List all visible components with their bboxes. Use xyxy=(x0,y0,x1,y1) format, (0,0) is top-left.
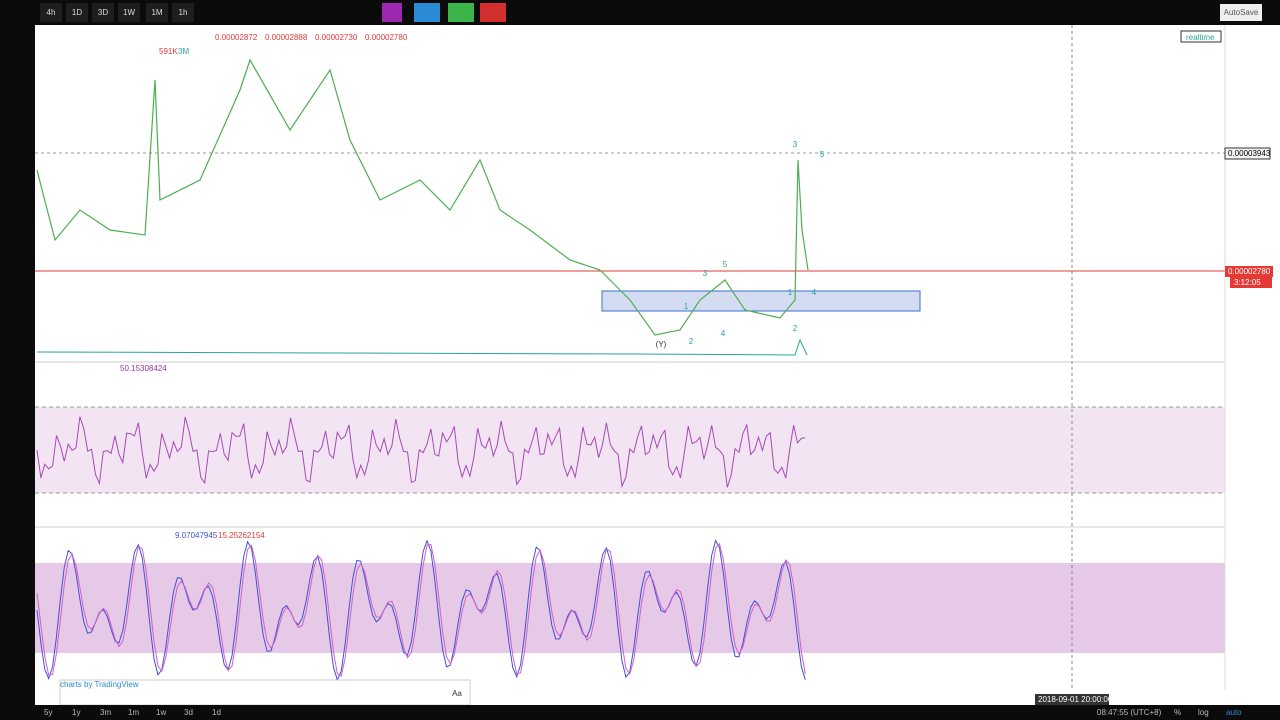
price-label: 0.00002780 xyxy=(1228,267,1271,276)
autosave-button[interactable]: AutoSave xyxy=(1220,4,1262,21)
scale-option[interactable]: auto xyxy=(1226,708,1242,717)
wave-label: 5 xyxy=(820,150,825,159)
scale-option[interactable]: log xyxy=(1198,708,1209,717)
top-toolbar xyxy=(0,0,1280,25)
date-label-bg xyxy=(1035,694,1109,705)
zone-box xyxy=(601,290,921,312)
range-button[interactable]: 3d xyxy=(184,708,193,717)
interval-button[interactable]: 1h xyxy=(172,3,194,22)
ohlc-value: 0.00002872 xyxy=(215,33,258,42)
interval-button[interactable]: 4h xyxy=(40,3,62,22)
text-tool: Aa xyxy=(452,689,462,698)
price-tag xyxy=(1225,266,1273,277)
rsi-value: 50.15308424 xyxy=(120,364,167,373)
wave-label: 4 xyxy=(812,288,817,297)
wave-label: 3 xyxy=(703,269,708,278)
date-label: 2018-09-01 20:00:00 xyxy=(1038,695,1113,704)
wave-label: 3 xyxy=(793,140,798,149)
range-button[interactable]: 1m xyxy=(128,708,140,717)
sell-button[interactable] xyxy=(480,3,506,22)
range-button[interactable]: 5y xyxy=(44,708,53,717)
rsi-series xyxy=(36,416,806,488)
bottom-bar xyxy=(0,705,1280,720)
ohlc-value: 0.00002888 xyxy=(265,33,308,42)
realtime-box[interactable] xyxy=(1180,30,1222,43)
price-series xyxy=(36,58,809,336)
clock: 08:47:55 (UTC+8) xyxy=(1097,708,1162,717)
app-button[interactable] xyxy=(382,3,402,22)
volume-value: 591K xyxy=(159,47,178,56)
scale-option[interactable]: % xyxy=(1174,708,1182,717)
wave-label: 2 xyxy=(689,337,694,346)
interval-button[interactable]: 1W xyxy=(118,3,140,22)
wave-label: 2 xyxy=(793,324,798,333)
timer-tag xyxy=(1230,277,1272,288)
watermark: charts by TradingView xyxy=(60,680,139,689)
wave-label: 5 xyxy=(723,260,728,269)
buy-button[interactable] xyxy=(448,3,474,22)
ohlc-value: 0.00002780 xyxy=(365,33,408,42)
timer-label: 3:12:05 xyxy=(1234,278,1261,287)
volume-series xyxy=(36,338,808,356)
left-toolbar xyxy=(0,25,35,705)
drawing-toolbar xyxy=(59,679,471,705)
price-tag xyxy=(1224,147,1271,160)
chart-area: 0.00002872 0.00002888 0.00002730 0.00002780… xyxy=(35,25,1280,705)
stoch-k-series xyxy=(36,539,806,682)
range-button[interactable]: 1d xyxy=(212,708,221,717)
wave-label: 1 xyxy=(684,302,689,311)
wave-label: 1 xyxy=(788,288,793,297)
publish-button[interactable] xyxy=(414,3,440,22)
interval-button[interactable]: 1M xyxy=(146,3,168,22)
ohlc-value: 0.00002730 xyxy=(315,33,358,42)
stoch-k-value: 9.07047945 xyxy=(175,531,218,540)
realtime-label: realtime xyxy=(1186,33,1215,42)
interval-button[interactable]: 3D xyxy=(92,3,114,22)
price-label: 0.00003943 xyxy=(1228,149,1271,158)
interval-button[interactable]: 1D xyxy=(66,3,88,22)
range-button[interactable]: 1y xyxy=(72,708,81,717)
stoch-band xyxy=(35,563,1225,653)
volume-ma: 3M xyxy=(178,47,189,56)
wave-label: (Y) xyxy=(656,340,667,349)
stoch-d-series xyxy=(36,542,806,677)
range-button[interactable]: 3m xyxy=(100,708,112,717)
range-button[interactable]: 1w xyxy=(156,708,167,717)
stoch-d-value: 15.25262154 xyxy=(218,531,265,540)
wave-label: 4 xyxy=(721,329,726,338)
